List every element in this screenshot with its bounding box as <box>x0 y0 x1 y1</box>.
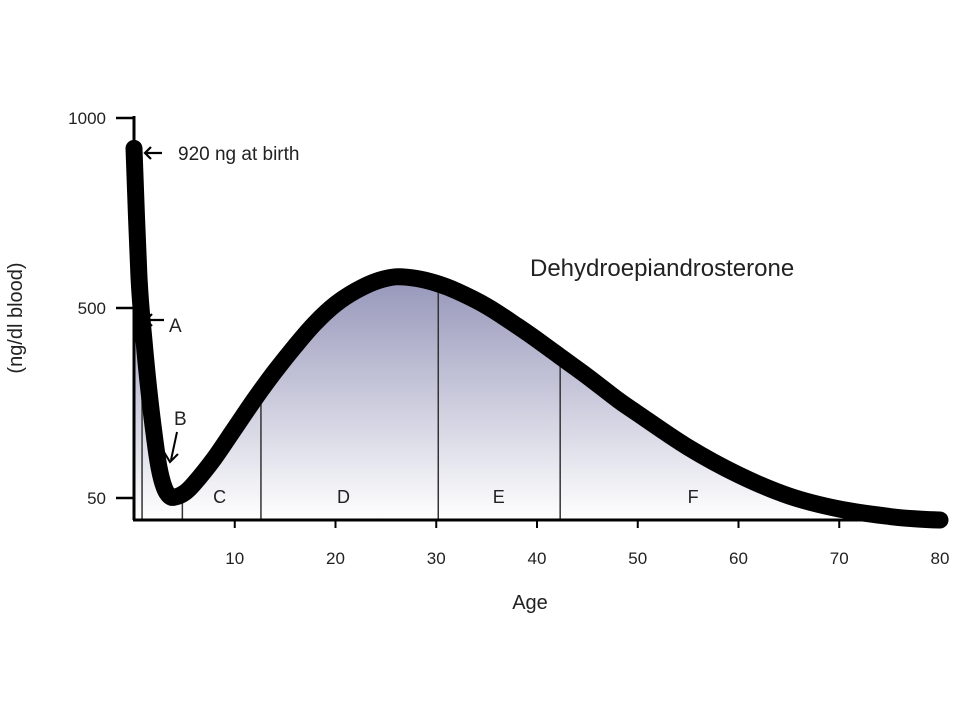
x-tick-label: 50 <box>628 549 647 568</box>
y-tick-label: 500 <box>78 299 106 318</box>
down-arrow-icon <box>163 431 179 464</box>
birth-annotation-text: 920 ng at birth <box>178 144 299 165</box>
area-layer <box>134 148 940 520</box>
x-tick-label: 20 <box>326 549 345 568</box>
y-axis-title: (ng/dl blood) <box>5 262 27 373</box>
x-tick-label: 30 <box>427 549 446 568</box>
annotation-a: A <box>144 313 182 337</box>
series-line <box>125 139 949 529</box>
y-tick-label: 50 <box>87 489 106 508</box>
x-tick-label: 40 <box>528 549 547 568</box>
left-arrow-icon <box>144 313 164 327</box>
annotation-b-text: B <box>174 409 187 430</box>
region-label-f: F <box>688 487 699 507</box>
series-label: Dehydroepiandrosterone <box>530 255 794 282</box>
left-arrow-icon <box>143 146 162 160</box>
annotation-b: B <box>163 409 187 464</box>
y-tick-label: 1000 <box>68 109 106 128</box>
x-tick-label: 10 <box>225 549 244 568</box>
birth-annotation: 920 ng at birth <box>143 144 299 165</box>
region-labels: C D E F <box>213 487 699 507</box>
annotation-a-text: A <box>169 316 182 337</box>
x-tick-label: 60 <box>729 549 748 568</box>
region-label-e: E <box>493 487 505 507</box>
y-ticks: 50 500 1000 <box>68 109 134 508</box>
x-ticks: 10 20 30 40 50 60 70 80 <box>225 520 949 568</box>
x-axis-title: Age <box>512 592 548 614</box>
x-tick-label: 70 <box>830 549 849 568</box>
region-label-c: C <box>213 487 226 507</box>
x-tick-label: 80 <box>931 549 950 568</box>
region-label-d: D <box>337 487 350 507</box>
area-fill <box>134 148 940 520</box>
